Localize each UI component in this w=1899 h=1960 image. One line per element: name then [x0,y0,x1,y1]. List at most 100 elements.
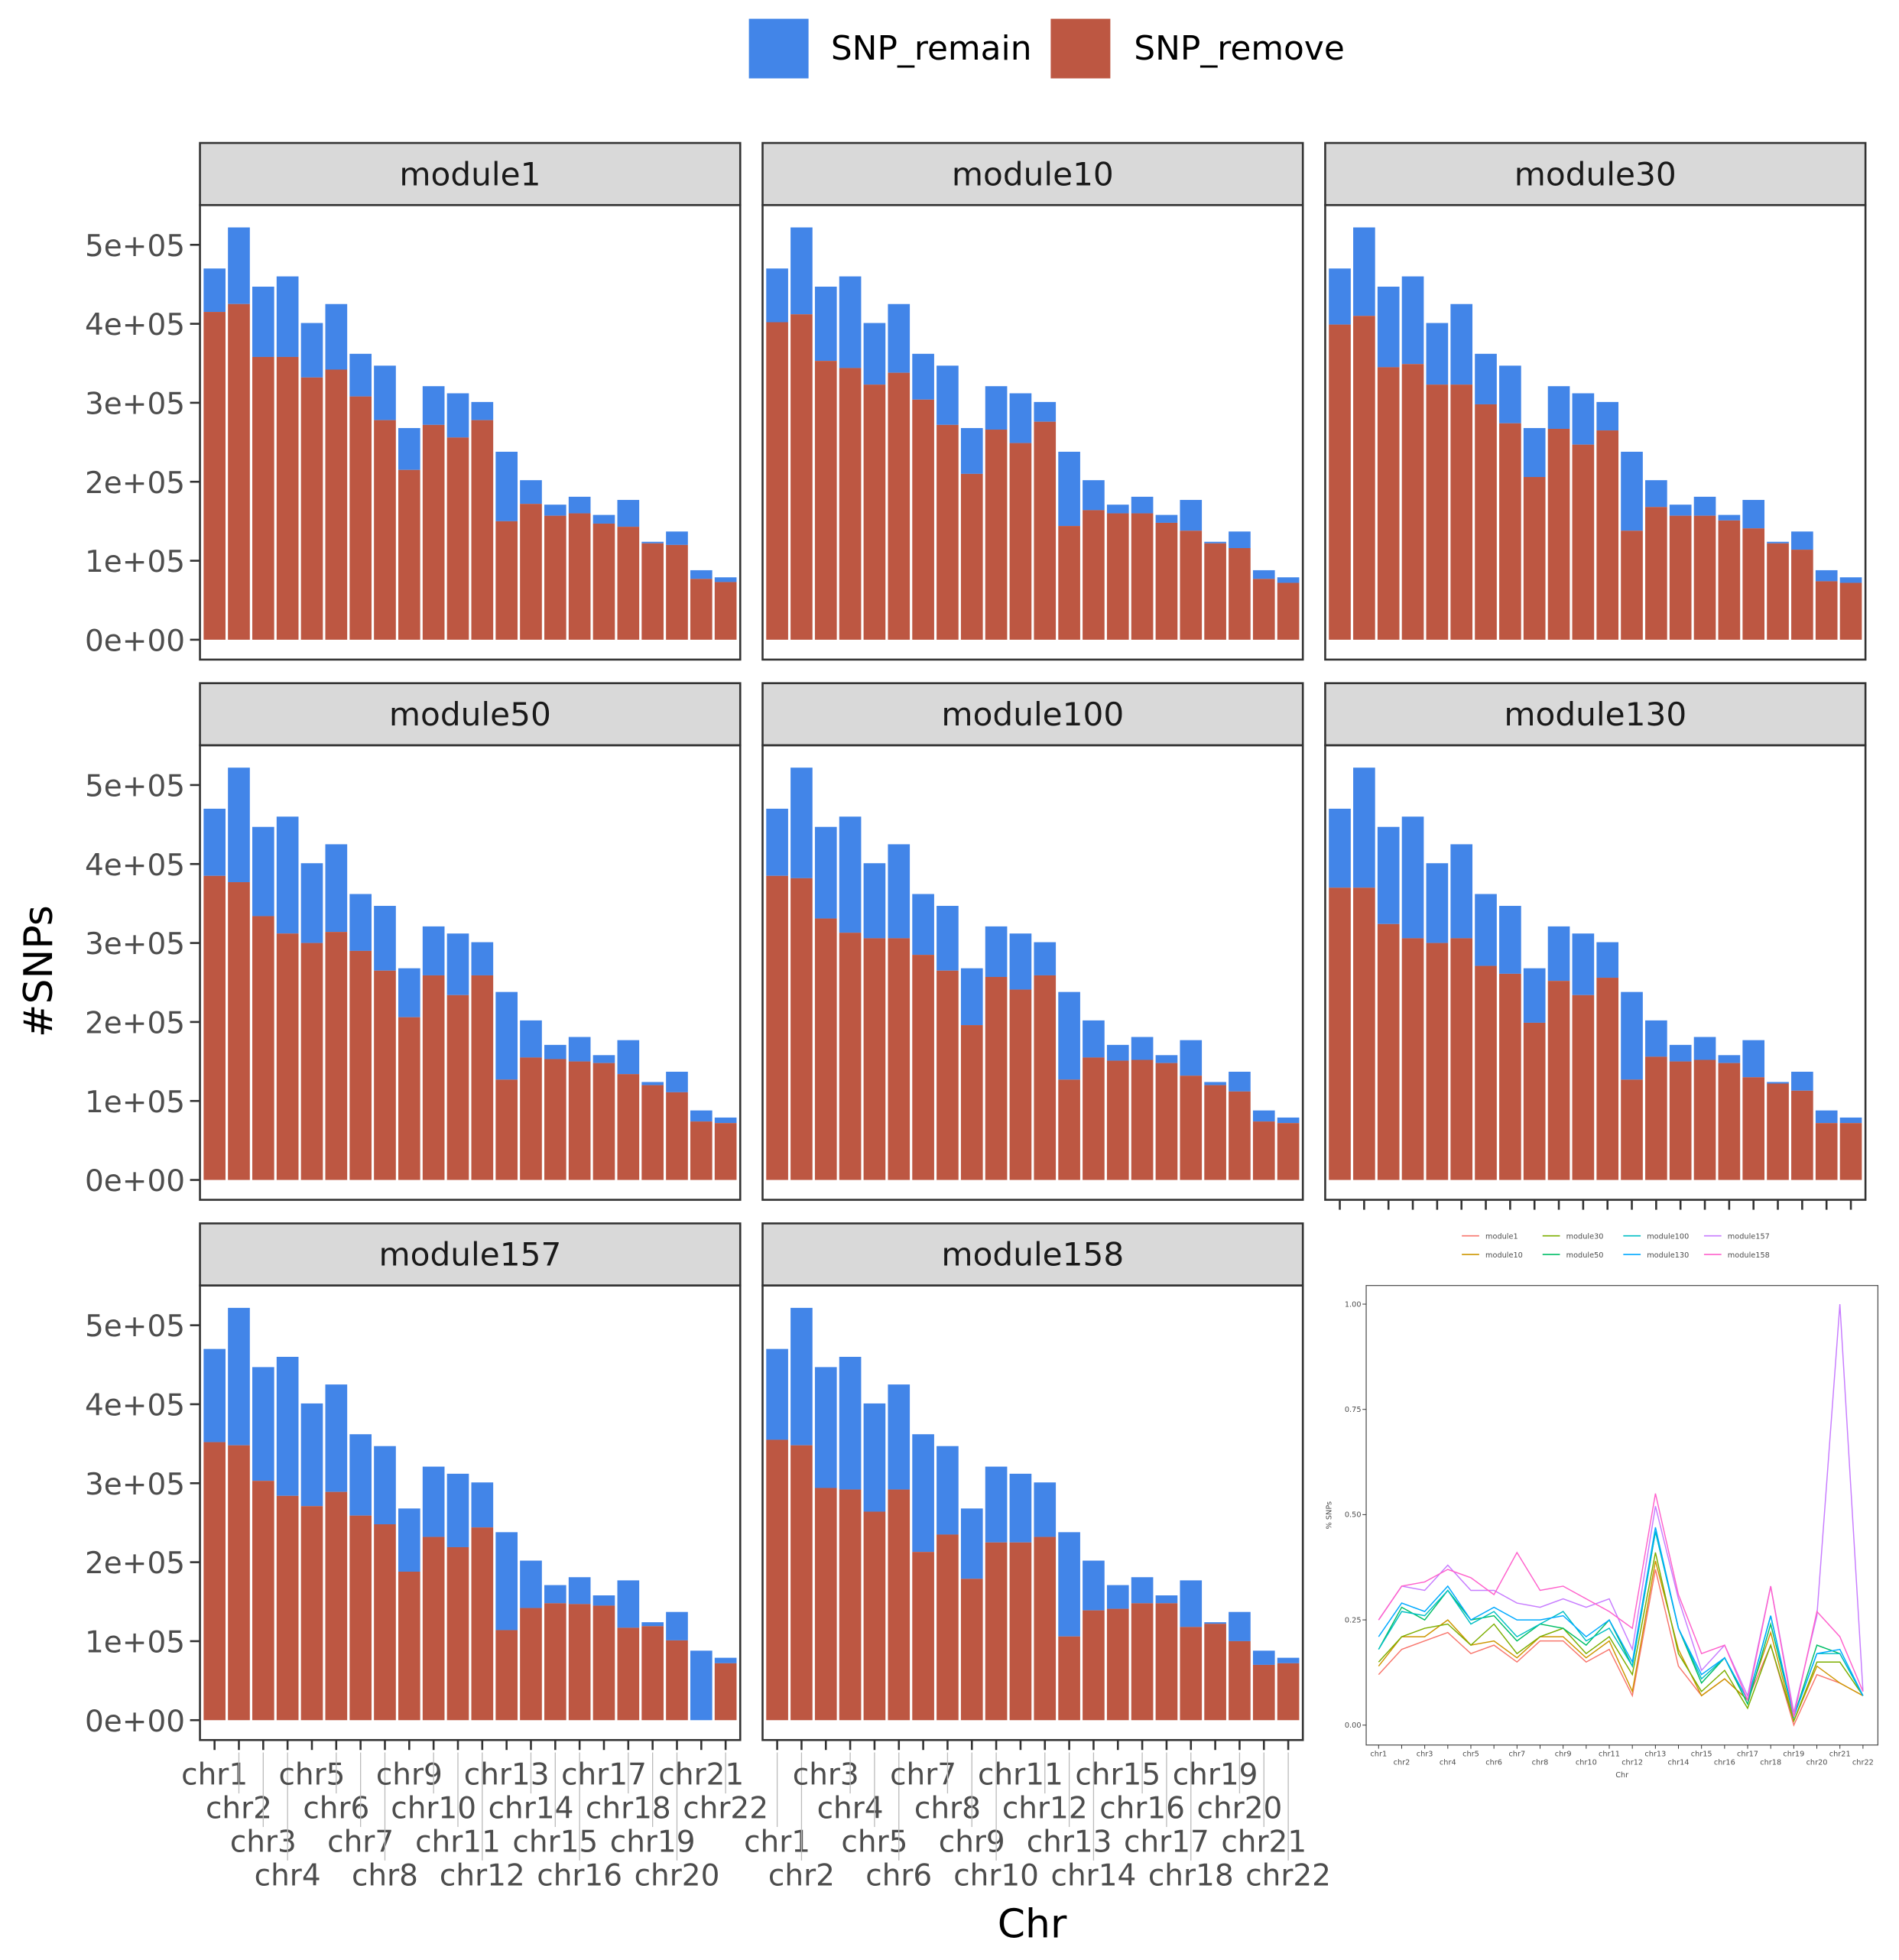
bar-remain-chr19 [641,1082,664,1085]
bar-remain-chr1 [203,1348,226,1442]
x-tick-label: chr22 [683,1792,768,1826]
bar-remove-chr15 [1669,1061,1692,1180]
x-tick-label: chr16 [537,1858,622,1893]
bar-remove-chr11 [1572,444,1595,640]
facet-module157: module157 0e+00 1e+05 2e+05 3e+05 4e+05 5e+05 c… [85,1222,768,1893]
bar-remain-chr6 [325,844,348,933]
bar-remain-chr8 [374,1446,396,1525]
bar-remove-chr16 [568,1061,591,1180]
bar-remove-chr20 [666,1640,688,1721]
bar-remain-chr15 [544,1044,566,1060]
bar-remain-chr7 [912,1434,934,1553]
bar-remain-chr2 [228,767,250,883]
bar-remove-chr7 [912,1552,934,1721]
bar-remove-chr11 [1009,443,1032,640]
bar-remain-chr4 [276,1356,299,1496]
bar-remove-chr3 [814,361,837,640]
bar-remain-chr19 [1767,541,1789,544]
strip [761,141,1304,206]
bar-remain-chr17 [1155,514,1178,523]
x-tick-label: chr21 [658,1758,744,1793]
bar-remove-chr9 [1523,477,1546,640]
bar-remove-chr7 [912,955,934,1180]
facet-panels: module10e+001e+052e+053e+054e+055e+05mod… [85,141,1867,1893]
inset-x-tick-label: chr7 [1508,1750,1525,1758]
bar-remain-chr6 [888,1384,911,1490]
facet-module10: module10 [761,141,1304,661]
bar-remain-chr1 [766,268,788,323]
x-tick-label: chr9 [376,1758,443,1793]
bar-remove-chr18 [1180,531,1203,640]
bar-remove-chr7 [349,1515,372,1721]
bar-remain-chr21 [1252,570,1275,579]
strip [199,141,742,206]
bar-remove-chr19 [1204,1624,1226,1721]
bar-remove-chr17 [1718,1063,1741,1180]
bar-remove-chr20 [1791,550,1813,640]
facet-title: module10 [952,155,1114,193]
x-tick-label: chr12 [1002,1792,1088,1826]
panel-border [199,203,742,661]
bar-remain-chr22 [1277,1117,1300,1124]
bar-remain-chr3 [252,826,274,917]
bar-remove-chr8 [374,420,396,640]
bar-remove-chr4 [839,1489,862,1721]
bar-remove-chr13 [1621,1079,1643,1180]
bar-remain-chr5 [1426,863,1449,943]
bar-remain-chr22 [714,1117,737,1124]
y-tick-label: 4e+05 [85,849,185,883]
bar-remove-chr3 [1377,367,1400,640]
bar-remove-chr11 [446,1546,469,1721]
bar-remain-chr3 [814,1367,837,1488]
bar-remain-chr3 [252,1367,274,1481]
bar-remove-chr21 [1815,581,1838,640]
bar-remain-chr8 [937,365,959,425]
bar-remove-chr20 [666,544,688,640]
facet-module100: module100 [761,682,1304,1201]
bar-remain-chr14 [520,1560,542,1608]
bar-remain-chr13 [1058,1532,1080,1637]
x-tick-label: chr2 [206,1792,272,1826]
bar-remove-chr10 [985,430,1008,640]
x-tick-label: chr12 [440,1858,525,1893]
bar-remain-chr3 [252,287,274,357]
bar-remove-chr3 [814,1488,837,1721]
inset-x-tick-label: chr2 [1394,1759,1410,1767]
facet-module158: module158chr1chr2chr3chr4chr5chr6chr7chr… [744,1222,1331,1893]
bar-remove-chr5 [1426,385,1449,640]
bar-remain-chr18 [1180,1580,1203,1627]
bar-remain-chr22 [1277,1657,1300,1663]
bar-remain-chr12 [471,1482,494,1528]
bar-remain-chr7 [1475,353,1497,404]
bar-remain-chr6 [325,1384,348,1492]
panel-border [199,1284,742,1741]
panel-border [1324,744,1867,1201]
bar-remove-chr7 [912,399,934,640]
bar-remain-chr20 [1791,531,1813,550]
bar-remove-chr13 [495,1630,518,1721]
x-tick-label: chr6 [303,1792,369,1826]
inset-line-module1 [1378,1569,1864,1727]
x-tick-label: chr15 [512,1825,598,1859]
bar-remain-chr11 [446,393,469,438]
inset-x-tick-label: chr12 [1621,1759,1643,1767]
x-tick-label: chr19 [610,1825,696,1859]
bar-remain-chr19 [1204,1622,1226,1624]
bar-remain-chr8 [374,906,396,971]
bar-remain-chr14 [1083,1560,1105,1611]
bar-remove-chr21 [690,1121,713,1180]
inset-y-tick-label: 0.50 [1345,1511,1362,1520]
inset-y-axis-title: % SNPs [1326,1501,1334,1530]
bar-remove-chr5 [863,385,886,640]
bar-remain-chr20 [666,1072,688,1092]
bar-remain-chr16 [568,1577,591,1605]
bar-remove-chr18 [617,1627,640,1721]
strip [1324,682,1867,747]
bar-remain-chr13 [1058,451,1080,527]
bar-remove-chr8 [1499,423,1521,640]
bar-remove-chr7 [1475,404,1497,640]
y-tick-label: 4e+05 [85,308,185,342]
y-tick-label: 0e+00 [85,624,185,658]
bar-remain-chr14 [1645,1020,1667,1057]
